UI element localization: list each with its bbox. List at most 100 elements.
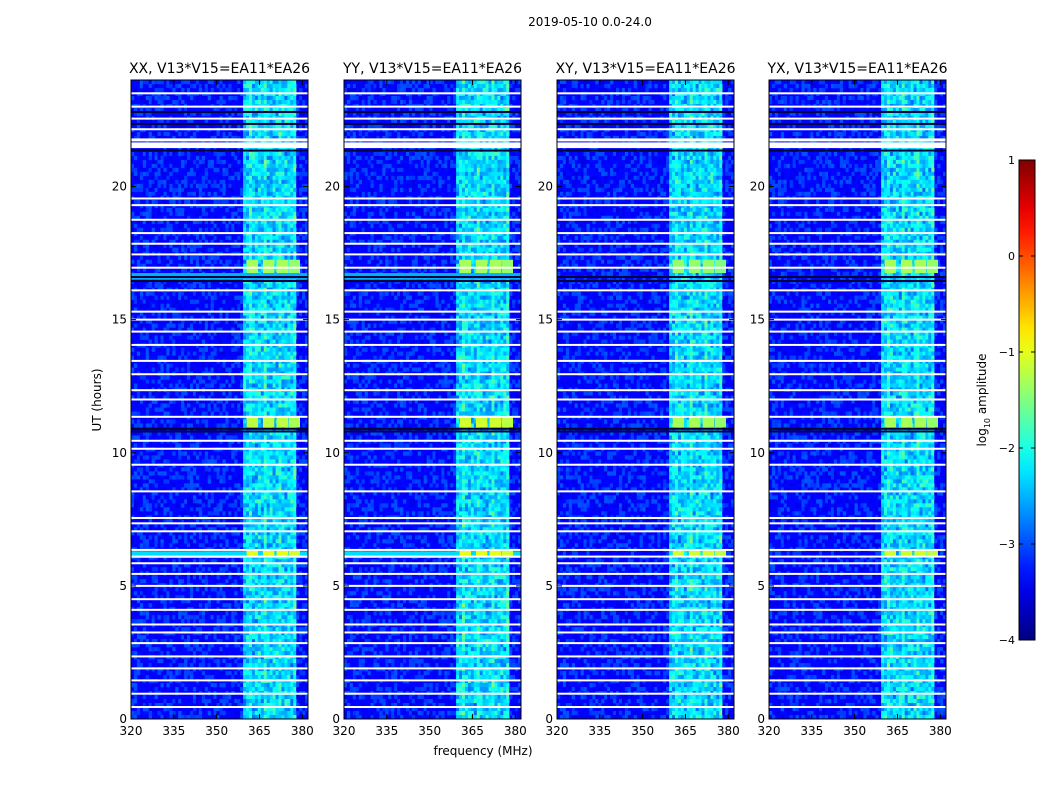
flagged-row: [131, 555, 308, 558]
flagged-row: [769, 548, 946, 551]
hot-block: [489, 416, 502, 428]
hot-block: [489, 549, 502, 557]
x-tick-label: 380: [291, 724, 314, 738]
flagged-row: [769, 232, 946, 235]
hot-block: [900, 549, 913, 557]
y-tick-label: 15: [112, 313, 127, 327]
flagged-row: [131, 138, 308, 142]
flagged-row: [769, 105, 946, 108]
flagged-row: [557, 117, 734, 120]
flagged-row: [344, 447, 521, 450]
colorbar-tick-label: −2: [999, 442, 1015, 455]
hot-block: [672, 416, 685, 428]
flagged-row: [344, 145, 521, 149]
flagged-row: [131, 584, 308, 587]
flagged-row: [131, 92, 308, 95]
dark-row: [131, 149, 308, 152]
flagged-row: [769, 310, 946, 313]
y-tick-label: 10: [538, 446, 553, 460]
hot-block: [246, 416, 259, 428]
flagged-row: [769, 463, 946, 466]
flagged-row: [557, 204, 734, 207]
hot-block: [262, 416, 275, 428]
flagged-row: [131, 623, 308, 626]
flagged-row: [131, 679, 308, 682]
dark-row: [557, 427, 734, 430]
axes-frame: [556, 79, 735, 720]
flagged-row: [131, 128, 308, 131]
x-tick-label: 365: [886, 724, 909, 738]
flagged-row: [131, 562, 308, 565]
flagged-row: [557, 584, 734, 587]
flagged-row: [769, 439, 946, 442]
dark-row: [131, 280, 308, 283]
flagged-row: [131, 204, 308, 207]
flagged-row: [557, 548, 734, 551]
y-tick-label: 0: [332, 712, 340, 726]
hot-block: [702, 416, 715, 428]
x-tick-label: 380: [504, 724, 527, 738]
x-tick-label: 350: [205, 724, 228, 738]
flagged-row: [769, 667, 946, 670]
flagged-row: [344, 608, 521, 611]
flagged-row: [131, 642, 308, 645]
flagged-row: [131, 197, 308, 200]
flagged-row: [769, 266, 946, 269]
flagged-row: [131, 522, 308, 525]
flagged-row: [769, 128, 946, 131]
panel-title: YX, V13*V15=EA11*EA26: [766, 61, 947, 77]
flagged-row: [769, 389, 946, 392]
flagged-row: [131, 218, 308, 221]
y-axis-label: UT (hours): [90, 368, 104, 431]
hot-block: [926, 259, 939, 274]
x-tick-label: 320: [333, 724, 356, 738]
flagged-row: [344, 142, 521, 146]
flagged-row: [344, 373, 521, 376]
flagged-row: [131, 242, 308, 245]
hot-block: [884, 549, 897, 557]
hot-block: [702, 549, 715, 557]
flagged-row: [557, 598, 734, 601]
flagged-row: [557, 692, 734, 695]
flagged-row: [344, 389, 521, 392]
hot-block: [459, 416, 472, 428]
flagged-row: [131, 330, 308, 333]
flagged-row: [344, 642, 521, 645]
flagged-row: [769, 679, 946, 682]
x-tick-label: 335: [375, 724, 398, 738]
hot-block: [246, 259, 259, 274]
flagged-row: [344, 128, 521, 131]
flagged-row: [557, 555, 734, 558]
flagged-row: [557, 242, 734, 245]
hot-block: [900, 416, 913, 428]
flagged-row: [769, 197, 946, 200]
flagged-row: [344, 318, 521, 321]
flagged-row: [557, 679, 734, 682]
hot-block: [714, 549, 727, 557]
flagged-row: [557, 642, 734, 645]
flagged-row: [769, 522, 946, 525]
colorbar-tick-label: 0: [1008, 250, 1015, 263]
flagged-row: [344, 310, 521, 313]
dark-row: [344, 280, 521, 283]
hot-block: [288, 259, 301, 274]
flagged-row: [344, 490, 521, 493]
flagged-row: [557, 415, 734, 418]
heatmap-image: [131, 80, 308, 719]
colorbar: 1 0 −1 −2 −3 −4 log10 amplitude: [975, 154, 1036, 647]
flagged-row: [344, 530, 521, 533]
wide-band-row: [344, 551, 521, 558]
hot-block: [914, 416, 927, 428]
flagged-row: [769, 117, 946, 120]
y-tick-label: 10: [750, 446, 765, 460]
dark-row: [769, 122, 946, 125]
hot-block: [501, 259, 514, 274]
flagged-row: [344, 623, 521, 626]
dark-row: [769, 149, 946, 152]
flagged-row: [557, 572, 734, 575]
flagged-row: [344, 439, 521, 442]
flagged-row: [131, 655, 308, 658]
flagged-row: [557, 142, 734, 146]
flagged-row: [557, 92, 734, 95]
hot-block: [501, 549, 514, 557]
